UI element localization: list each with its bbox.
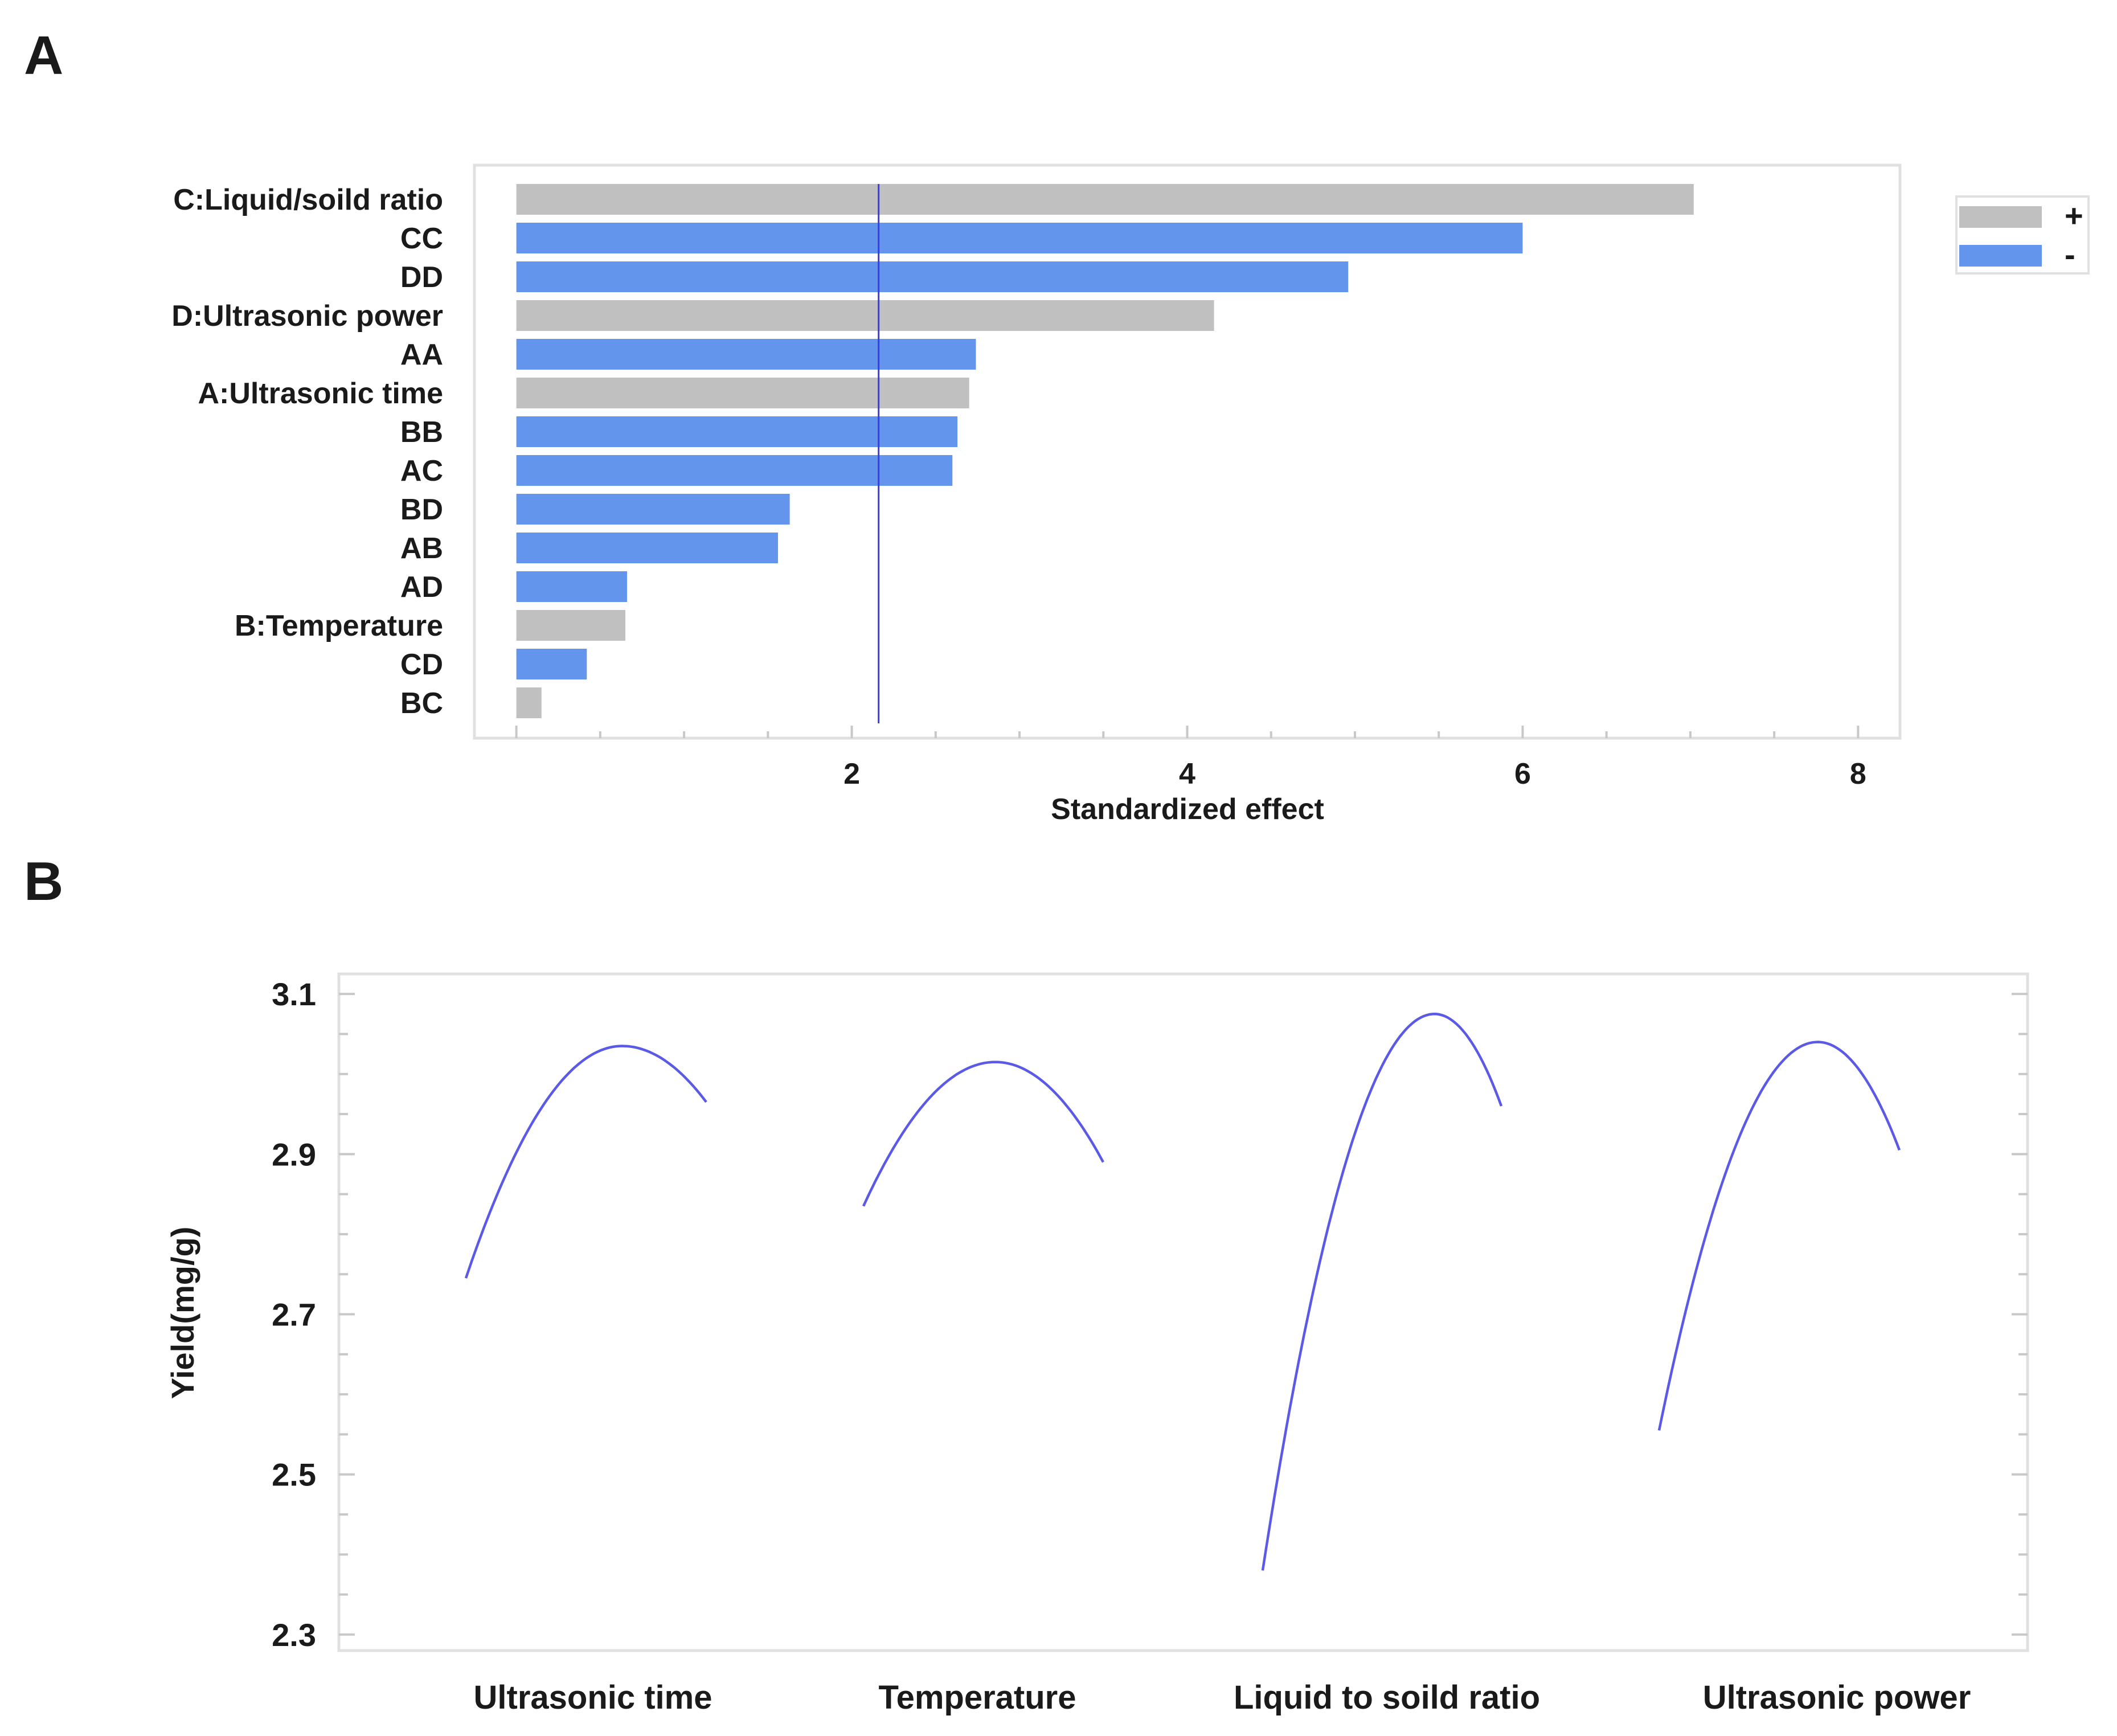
effects-factor-label: Ultrasonic power <box>1703 1679 1971 1716</box>
effects-factor-label: Ultrasonic time <box>474 1679 713 1716</box>
pareto-category-label: AD <box>400 571 443 604</box>
effects-factor-label: Temperature <box>878 1679 1076 1716</box>
pareto-bar <box>516 223 1523 253</box>
pareto-legend-swatch <box>1959 245 2042 267</box>
pareto-bar <box>516 494 790 525</box>
pareto-bar <box>516 687 542 718</box>
pareto-bar <box>516 533 778 563</box>
effects-factor-label: Liquid to soild ratio <box>1234 1679 1540 1716</box>
pareto-x-tick-label: 4 <box>1179 758 1195 791</box>
pareto-bar <box>516 416 958 447</box>
effects-y-tick-label: 2.7 <box>272 1297 316 1333</box>
pareto-plot-frame <box>473 163 1902 740</box>
pareto-x-tick-label: 6 <box>1514 758 1531 791</box>
effects-plot-frame <box>337 972 2029 1652</box>
effects-curve <box>1261 1013 1503 1571</box>
main-effects-chart: 2.3 2.5 2.7 2.9 3.1 Ultrasonic time Temperatu… <box>165 972 2029 1716</box>
pareto-category-label: BC <box>400 687 443 720</box>
pareto-bar <box>516 300 1214 331</box>
pareto-bar <box>516 649 587 679</box>
pareto-category-label: B:Temperature <box>235 609 443 642</box>
pareto-bar <box>516 455 953 486</box>
pareto-bar <box>516 378 969 408</box>
pareto-x-tick-label: 8 <box>1850 758 1866 791</box>
pareto-category-label: BB <box>400 416 443 449</box>
effects-curve <box>464 1045 707 1279</box>
effects-curve <box>862 1061 1104 1207</box>
pareto-category-label: C:Liquid/soild ratio <box>173 183 443 216</box>
pareto-category-label: D:Ultrasonic power <box>171 300 443 333</box>
pareto-chart: C:Liquid/soild ratio CC DD D:Ultrasonic pow… <box>171 163 2090 826</box>
effects-y-tick-label: 2.5 <box>272 1457 316 1493</box>
pareto-category-label: BD <box>400 493 443 526</box>
pareto-category-label: DD <box>400 261 443 294</box>
effects-y-tick-label: 2.3 <box>272 1617 316 1653</box>
pareto-legend: +- <box>1955 195 2090 275</box>
pareto-legend-label: - <box>2065 236 2075 272</box>
panel-label-b: B <box>24 851 63 912</box>
pareto-category-label: AB <box>400 532 443 565</box>
pareto-category-label: AA <box>400 338 443 371</box>
effects-y-tick-label: 2.9 <box>272 1136 316 1172</box>
effects-curve <box>1657 1041 1901 1431</box>
pareto-bar <box>516 610 626 641</box>
pareto-bar <box>516 571 627 602</box>
effects-y-tick-label: 3.1 <box>272 976 316 1012</box>
pareto-bar <box>516 339 976 370</box>
pareto-legend-swatch <box>1959 206 2042 228</box>
pareto-bar <box>516 184 1694 215</box>
pareto-category-label: CC <box>400 222 443 255</box>
pareto-category-label: AC <box>400 455 443 488</box>
pareto-category-label: CD <box>400 648 443 681</box>
pareto-x-tick-label: 2 <box>843 758 860 791</box>
pareto-legend-label: + <box>2065 198 2083 234</box>
pareto-category-label: A:Ultrasonic time <box>198 377 443 410</box>
pareto-bar <box>516 261 1349 292</box>
pareto-x-axis-label: Standardized effect <box>1051 793 1324 826</box>
panel-label-a: A <box>24 25 63 86</box>
effects-y-axis-label: Yield(mg/g) <box>165 1227 200 1399</box>
